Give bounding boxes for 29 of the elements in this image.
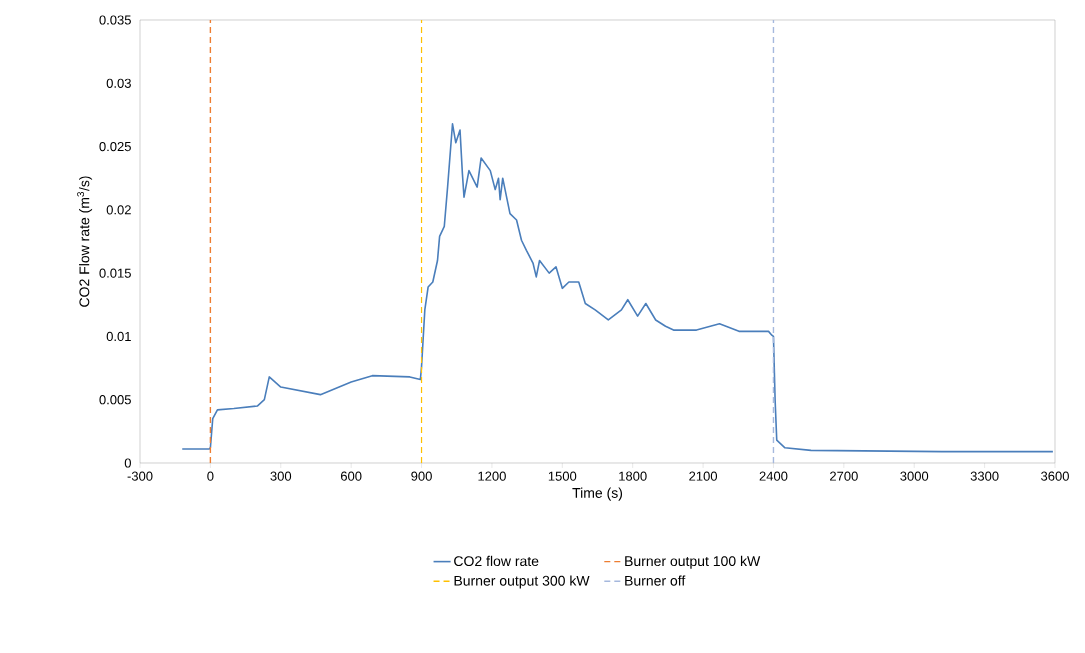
legend-label: CO2 flow rate [454,555,539,567]
x-tick-label: 3600 [1041,471,1069,481]
legend-label: Burner output 300 kW [454,575,590,589]
y-tick-label: 0.005 [99,395,131,405]
x-tick-label: 1500 [548,471,577,481]
y-tick-label: 0.01 [106,331,131,342]
x-tick-label: 0 [207,471,214,481]
x-tick-label: 2400 [759,471,788,481]
x-tick-label: 3000 [900,471,929,481]
line-series [181,122,1054,453]
legend-label: Burner output 100 kW [625,555,761,569]
x-tick-label: -300 [127,471,153,481]
x-tick-label: 3300 [970,471,999,481]
y-axis-title: CO2 Flow rate (m$^{3}$/s) [77,176,93,307]
y-tick-label: 0.015 [99,268,131,278]
x-tick-label: 300 [270,471,292,481]
y-tick-label: 0 [124,458,131,468]
x-tick-label: 2100 [689,471,718,481]
x-tick-label: 1800 [619,471,647,481]
legend-label: Burner off [625,575,686,586]
y-tick-label: 0.03 [106,78,131,88]
x-tick-label: 900 [411,471,432,481]
y-tick-label: 0.025 [99,141,131,152]
y-tick-label: 0.02 [106,205,131,215]
x-tick-label: 2700 [830,471,858,481]
y-tick-label: 0.035 [99,15,131,25]
x-tick-label: 600 [340,471,362,481]
x-axis-title: Time (s) [572,487,623,501]
x-tick-label: 1200 [478,471,506,481]
